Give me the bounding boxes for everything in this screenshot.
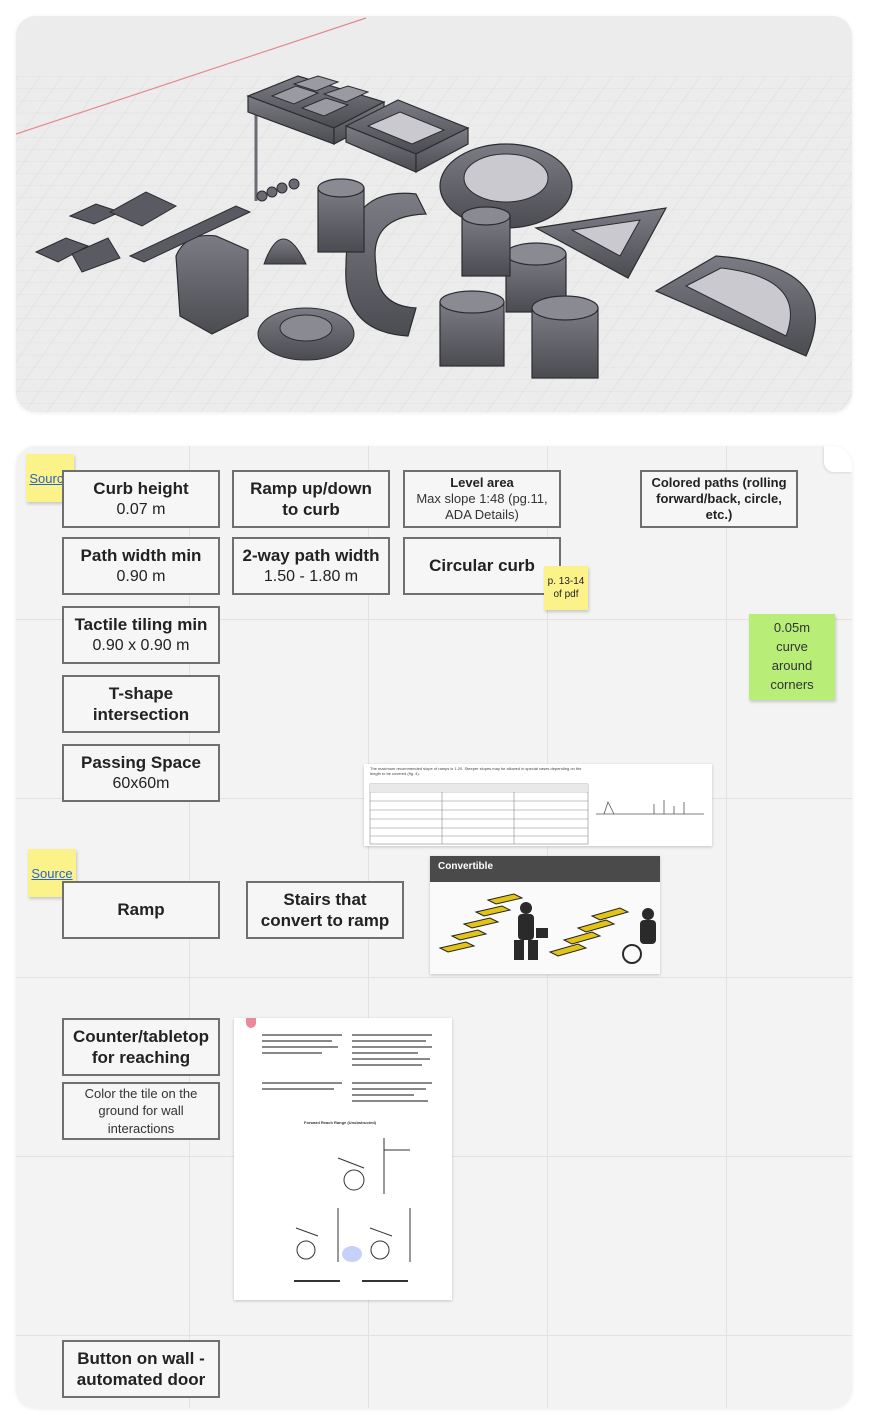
two-way-path-card[interactable]: 2-way path width 1.50 - 1.80 m	[232, 537, 390, 595]
card-title: Button on wall - automated door	[76, 1348, 206, 1389]
card-subtitle: 0.90 m	[116, 567, 166, 585]
card-subtitle: 0.07 m	[116, 500, 166, 518]
curb-height-card[interactable]: Curb height 0.07 m	[62, 470, 220, 528]
card-subtitle: 0.90 x 0.90 m	[92, 636, 190, 654]
card-title: T-shape intersection	[92, 683, 190, 724]
colored-paths-card[interactable]: Colored paths (rolling forward/back, cir…	[640, 470, 798, 528]
card-subtitle: 1.50 - 1.80 m	[263, 567, 359, 585]
card-title: Level area	[450, 474, 514, 490]
card-title: Colored paths (rolling forward/back, cir…	[651, 474, 787, 523]
color-tile-card[interactable]: Color the tile on the ground for wall in…	[62, 1082, 220, 1140]
card-title: Tactile tiling min	[74, 615, 208, 635]
card-subtitle: 60x60m	[112, 774, 170, 792]
level-area-card[interactable]: Level area Max slope 1:48 (pg.11, ADA De…	[403, 470, 561, 528]
card-title: Counter/tabletop for reaching	[73, 1026, 209, 1067]
circular-curb-card[interactable]: Circular curb	[403, 537, 561, 595]
reach-range-doc-image[interactable]: Forward Reach Range (Unobstructed)	[234, 1018, 452, 1300]
card-title: Ramp up/down to curb	[250, 478, 372, 519]
pdf-note-text: p. 13-14 of pdf	[547, 576, 585, 600]
stairs-convert-card[interactable]: Stairs that convert to ramp	[246, 881, 404, 939]
ramp-doc-caption: The maximum recommended slope of ramps i…	[370, 766, 582, 776]
button-on-wall-card[interactable]: Button on wall - automated door	[62, 1340, 220, 1398]
reach-doc-illustration-icon	[262, 1034, 432, 1282]
doc-pink-tab	[246, 1018, 256, 1028]
reach-doc-title: Forward Reach Range (Unobstructed)	[304, 1120, 377, 1125]
3d-viewport[interactable]	[16, 16, 852, 412]
corner-curve-sticky[interactable]: 0.05m curve around corners	[749, 614, 835, 700]
source-link-1[interactable]: Source	[29, 470, 71, 486]
whiteboard[interactable]: Source Curb height 0.07 m Ramp up/down t…	[16, 446, 852, 1408]
ramp-doc-table-icon	[369, 783, 704, 845]
tactile-tiling-card[interactable]: Tactile tiling min 0.90 x 0.90 m	[62, 606, 220, 664]
ramp-card[interactable]: Ramp	[62, 881, 220, 939]
path-width-card[interactable]: Path width min 0.90 m	[62, 537, 220, 595]
pdf-note-sticky[interactable]: p. 13-14 of pdf	[544, 566, 588, 610]
convertible-stairs-image[interactable]: Convertible	[430, 856, 660, 974]
convertible-label: Convertible	[438, 861, 494, 872]
corner-curve-text: 0.05m curve around corners	[770, 620, 814, 692]
card-title: Stairs that convert to ramp	[260, 889, 390, 930]
3d-model-viewport-icon	[16, 16, 852, 412]
passing-space-card[interactable]: Passing Space 60x60m	[62, 744, 220, 802]
card-title: Passing Space	[80, 753, 201, 773]
card-title: Path width min	[80, 546, 202, 566]
ramp-updown-card[interactable]: Ramp up/down to curb	[232, 470, 390, 528]
source-sticky-1[interactable]: Source	[26, 454, 74, 502]
card-text: Color the tile on the ground for wall in…	[84, 1085, 198, 1136]
card-title: 2-way path width	[242, 546, 380, 566]
stairs-illustration-icon	[438, 893, 656, 964]
t-shape-card[interactable]: T-shape intersection	[62, 675, 220, 733]
convertible-banner: Convertible	[430, 856, 660, 882]
ramp-slope-doc-image[interactable]: The maximum recommended slope of ramps i…	[364, 764, 712, 846]
counter-tabletop-card[interactable]: Counter/tabletop for reaching	[62, 1018, 220, 1076]
card-title: Ramp	[117, 900, 165, 920]
source-link-2[interactable]: Source	[31, 865, 73, 881]
board-corner-tab[interactable]	[824, 446, 852, 472]
card-subtitle: Max slope 1:48 (pg.11, ADA Details)	[416, 490, 548, 523]
card-title: Curb height	[93, 479, 189, 499]
card-title: Circular curb	[429, 556, 535, 576]
